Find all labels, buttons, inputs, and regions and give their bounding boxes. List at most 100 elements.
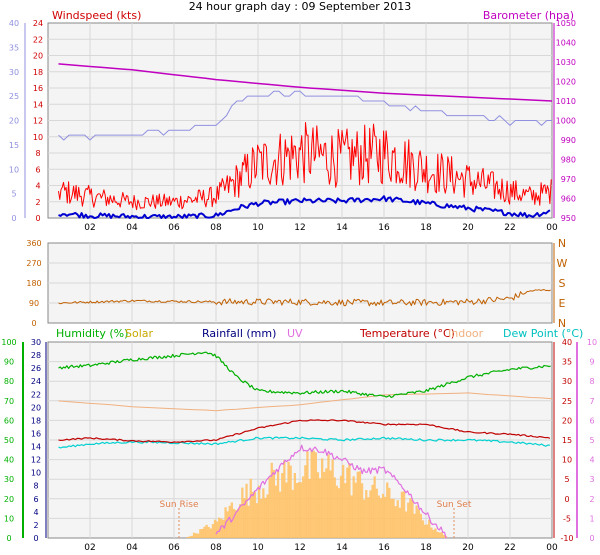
solar-bar (243, 498, 246, 538)
y-tick-label: 950 (561, 214, 576, 223)
y-tick-label: 5 (11, 190, 16, 199)
solar-bar (300, 482, 303, 538)
y-tick-label: 22 (31, 390, 41, 399)
solar-bar (291, 489, 294, 538)
y-tick-label: 20 (4, 495, 14, 504)
solar-bar (310, 449, 313, 538)
y-tick-label: 6 (589, 416, 594, 425)
y-tick-label: 9 (589, 358, 594, 367)
solar-bar (390, 498, 393, 538)
y-tick-label: 30 (9, 68, 19, 77)
x-tick-label: 18 (420, 223, 432, 233)
y-tick-label: 180 (26, 279, 41, 288)
rainfall-legend: Rainfall (mm) (202, 327, 276, 340)
solar-bar (327, 454, 330, 538)
solar-bar (302, 476, 305, 538)
y-tick-label: 12 (31, 456, 41, 465)
y-tick-label: 20 (9, 117, 19, 126)
direction-series (58, 289, 551, 307)
y-tick-label: 4 (35, 182, 40, 191)
x-tick-label: 20 (462, 223, 474, 233)
y-tick-label: 0 (31, 319, 36, 328)
y-tick-label: 0 (564, 495, 569, 504)
y-tick-label: -10 (560, 534, 573, 543)
solar-bar (396, 500, 399, 538)
solar-bar (312, 450, 315, 538)
solar-bar (241, 487, 244, 538)
solar-bar (436, 531, 439, 538)
gust-line (58, 122, 552, 211)
y-tick-label: 270 (26, 259, 41, 268)
solar-bar (358, 471, 362, 538)
solar-legend: Solar (125, 327, 154, 340)
solar-bar (249, 478, 252, 538)
solar-bar (306, 451, 309, 538)
solar-bar (411, 500, 414, 538)
solar-bar (323, 471, 326, 538)
y-tick-label: 10 (31, 469, 41, 478)
solar-bar (253, 491, 257, 538)
solar-bar (426, 524, 429, 538)
x-tick-label: 02 (84, 543, 95, 553)
x-tick-label: 16 (378, 223, 390, 233)
solar-bar (346, 467, 349, 538)
y-tick-label: 1020 (556, 78, 576, 87)
solar-bar (423, 524, 427, 538)
solar-bar (192, 532, 196, 538)
solar-bar (209, 528, 212, 538)
x-tick-label: 02 (84, 223, 95, 233)
solar-bar (199, 529, 202, 538)
y-tick-label: 0 (6, 534, 11, 543)
x-tick-label: 18 (420, 543, 432, 553)
solar-bar (421, 520, 425, 538)
uv-legend: UV (287, 327, 303, 340)
solar-bar (276, 469, 280, 538)
compass-label: E (559, 297, 566, 310)
solar-bar (226, 511, 229, 538)
y-tick-label: 10 (9, 165, 19, 174)
solar-bar (197, 533, 200, 538)
barometer-right-axis: 950 960 970 980 990 1000 1010 1020 1030 1040 1050 (556, 19, 576, 223)
x-tick-label: 06 (168, 543, 180, 553)
solar-bar (394, 506, 397, 538)
y-tick-label: 24 (31, 377, 41, 386)
page-title: 24 hour graph day : 09 September 2013 (189, 0, 412, 13)
direction-line (58, 289, 551, 307)
y-tick-label: 970 (561, 175, 576, 184)
humidity-axis: 0 10 20 30 40 50 60 70 80 90 100 (1, 338, 16, 543)
solar-bar (356, 471, 359, 538)
solar-bar (207, 526, 210, 538)
x-tick-label: 10 (252, 223, 264, 233)
solar-bar (211, 524, 215, 538)
solar-bar (295, 482, 299, 538)
y-tick-label: 1000 (556, 117, 576, 126)
solar-bar (428, 519, 431, 538)
y-tick-label: 6 (35, 165, 40, 174)
solar-bar (264, 497, 267, 538)
y-tick-label: 16 (33, 84, 43, 93)
solar-bar (371, 484, 374, 538)
solar-bar (339, 475, 343, 538)
solar-bar (442, 534, 446, 538)
solar-bar (201, 528, 204, 538)
y-tick-label: 2 (35, 198, 40, 207)
y-tick-label: 12 (33, 117, 43, 126)
solar-bar (381, 493, 385, 538)
y-tick-label: 80 (4, 377, 14, 386)
temperature-line (58, 419, 551, 444)
solar-bar (415, 505, 418, 538)
solar-bar (190, 535, 194, 538)
y-tick-label: 5 (589, 436, 594, 445)
y-tick-label: 8 (589, 377, 594, 386)
windspeed-avg-line (58, 195, 551, 219)
solar-bar (279, 491, 282, 538)
y-tick-label: 0 (11, 214, 16, 223)
solar-bar (283, 460, 286, 538)
solar-bar (398, 507, 401, 538)
solar-bar (274, 485, 278, 538)
wind-left-axis-outer: 0 5 10 15 20 25 30 35 40 (9, 19, 19, 223)
y-tick-label: 26 (31, 364, 41, 373)
y-tick-label: 25 (562, 397, 572, 406)
windspeed-legend: Windspeed (kts) (52, 9, 141, 22)
